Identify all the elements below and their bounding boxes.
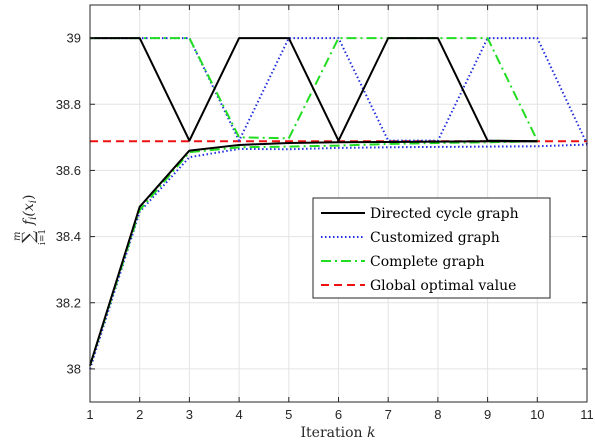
x-tick-label: 8 bbox=[434, 407, 441, 422]
series-complete-graph-upper bbox=[90, 37, 539, 142]
x-tick-label: 11 bbox=[580, 407, 594, 422]
x-tick-label: 3 bbox=[186, 407, 193, 422]
y-tick-label: 38.8 bbox=[56, 97, 81, 112]
x-axis-variable: k bbox=[367, 425, 375, 441]
x-tick-label: 2 bbox=[136, 407, 143, 422]
legend: Directed cycle graph Customized graph Co… bbox=[312, 197, 551, 299]
series-customized-graph-upper bbox=[90, 37, 588, 145]
x-tick-label: 4 bbox=[235, 407, 242, 422]
series-customized-graph-lower bbox=[89, 143, 588, 370]
series-complete-graph-lower bbox=[89, 140, 538, 366]
y-axis-f: f bbox=[21, 217, 37, 226]
legend-label-directed: Directed cycle graph bbox=[370, 206, 519, 222]
y-axis-title: ∑ m i=1 fi(xi) bbox=[12, 195, 48, 245]
x-tick-label: 7 bbox=[385, 407, 392, 422]
x-tick-label: 9 bbox=[484, 407, 491, 422]
legend-box bbox=[312, 197, 551, 299]
y-tick-label: 38.2 bbox=[56, 295, 81, 310]
series-directed-cycle-graph-lower bbox=[89, 140, 538, 366]
series-layer bbox=[89, 37, 588, 370]
y-axis-f-sub: i bbox=[28, 217, 39, 220]
x-tick-label: 10 bbox=[530, 407, 544, 422]
y-tick-label: 38 bbox=[67, 361, 81, 376]
x-axis-title: Iteration k bbox=[301, 425, 376, 441]
y-axis-sum-lower: i=1 bbox=[38, 229, 48, 245]
y-tick-label: 38.6 bbox=[56, 163, 81, 178]
y-axis-expression: fi(xi) bbox=[21, 195, 39, 226]
y-axis-arg-sub: i bbox=[28, 200, 39, 203]
y-axis-arg: (x bbox=[21, 203, 37, 216]
x-tick-label: 1 bbox=[86, 407, 93, 422]
axis-ticks: 1 2 3 4 5 6 7 8 9 10 11 38 38.2 38.4 38.6 38.8 39 bbox=[56, 5, 594, 422]
y-tick-label: 38.4 bbox=[56, 229, 81, 244]
series-directed-cycle-graph-upper bbox=[90, 37, 538, 143]
y-axis-close: ) bbox=[21, 195, 37, 200]
x-tick-label: 5 bbox=[285, 407, 292, 422]
x-tick-label: 6 bbox=[335, 407, 342, 422]
y-axis-sum-sign: ∑ bbox=[19, 231, 39, 243]
legend-label-complete: Complete graph bbox=[370, 254, 484, 270]
x-axis-label: Iteration bbox=[301, 425, 363, 441]
legend-label-global: Global optimal value bbox=[370, 278, 516, 294]
y-axis-sum-upper: m bbox=[12, 232, 23, 241]
y-tick-label: 39 bbox=[67, 31, 81, 46]
legend-label-customized: Customized graph bbox=[370, 230, 500, 246]
